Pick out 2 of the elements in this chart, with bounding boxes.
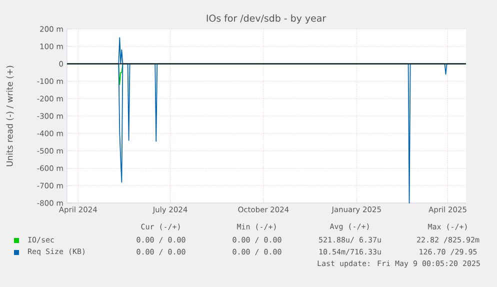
y-axis-title: Units read (-) / write (+) — [6, 66, 14, 166]
chart-title: IOs for /dev/sdb - by year — [206, 14, 326, 24]
